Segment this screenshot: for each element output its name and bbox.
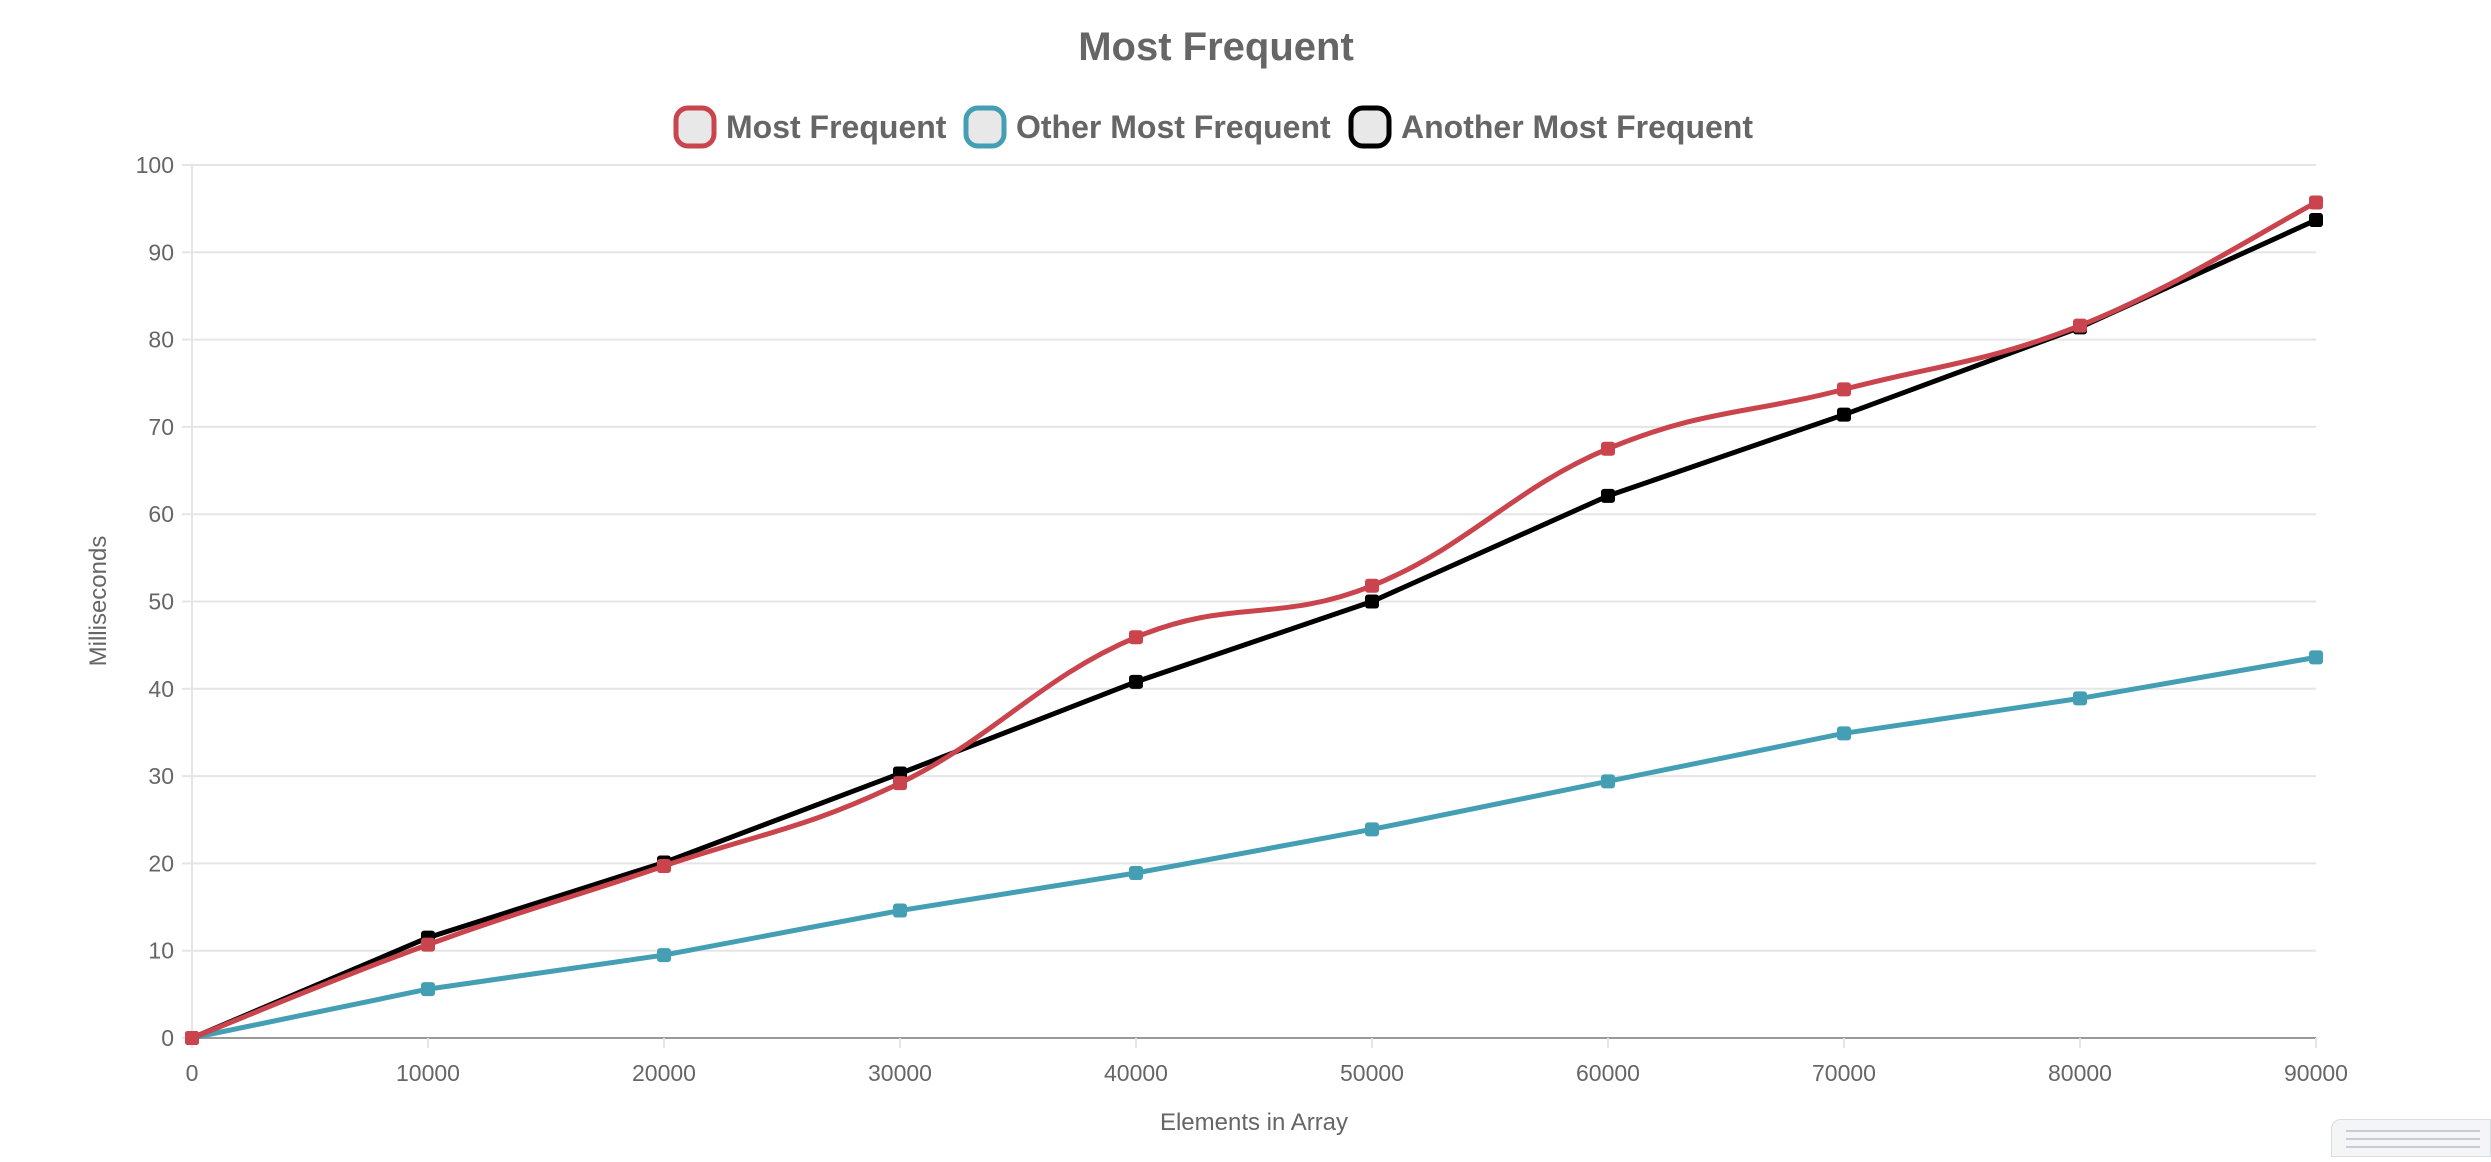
legend-label: Most Frequent (726, 109, 947, 145)
y-tick-label: 90 (148, 239, 174, 265)
data-point[interactable] (1601, 774, 1615, 789)
y-axis-title: Milliseconds (85, 536, 112, 667)
series-0 (185, 195, 2323, 1045)
data-point[interactable] (1837, 726, 1851, 741)
data-point[interactable] (1129, 866, 1143, 881)
data-point[interactable] (2309, 212, 2323, 227)
thumbnail-line (2346, 1130, 2480, 1132)
x-tick-label: 50000 (1340, 1060, 1404, 1086)
thumbnail-line (2346, 1146, 2480, 1148)
data-point[interactable] (1837, 382, 1851, 397)
data-point[interactable] (2073, 691, 2087, 706)
data-point[interactable] (1129, 674, 1143, 689)
y-tick-label: 0 (161, 1025, 174, 1051)
series-line (189, 217, 2319, 1041)
x-tick-label: 10000 (396, 1060, 460, 1086)
chart-legend: Most Frequent Other Most Frequent Another … (673, 105, 1753, 149)
data-point[interactable] (657, 859, 671, 874)
y-tick-label: 20 (148, 850, 174, 876)
chart-series-group (185, 195, 2323, 1045)
data-point[interactable] (893, 903, 907, 918)
legend-label: Another Most Frequent (1401, 109, 1753, 145)
x-tick-label: 60000 (1576, 1060, 1640, 1086)
chart-title: Most Frequent (1078, 25, 1354, 69)
thumbnail-line (2346, 1138, 2480, 1140)
data-point[interactable] (421, 937, 435, 952)
x-tick-label: 70000 (1812, 1060, 1876, 1086)
legend-swatch (1348, 105, 1392, 149)
legend-item[interactable]: Most Frequent (673, 105, 947, 149)
data-point[interactable] (1365, 594, 1379, 609)
thumbnail-preview[interactable] (2331, 1119, 2491, 1157)
data-point[interactable] (657, 948, 671, 963)
series-line (189, 200, 2319, 1041)
data-point[interactable] (1601, 488, 1615, 503)
data-point[interactable] (1837, 407, 1851, 422)
data-point[interactable] (2309, 650, 2323, 665)
legend-item[interactable]: Other Most Frequent (963, 105, 1331, 149)
x-tick-label: 30000 (868, 1060, 932, 1086)
y-tick-label: 70 (148, 414, 174, 440)
legend-item[interactable]: Another Most Frequent (1348, 105, 1753, 149)
y-tick-label: 40 (148, 676, 174, 702)
x-tick-label: 20000 (632, 1060, 696, 1086)
y-tick-label: 80 (148, 327, 174, 353)
x-tick-label: 0 (186, 1060, 199, 1086)
data-point[interactable] (1365, 578, 1379, 593)
data-point[interactable] (1129, 630, 1143, 645)
data-point[interactable] (2309, 195, 2323, 210)
series-line (189, 654, 2319, 1041)
y-tick-label: 30 (148, 763, 174, 789)
chart-gridlines (192, 164, 2316, 1039)
data-point[interactable] (2073, 318, 2087, 333)
data-point[interactable] (1365, 822, 1379, 837)
y-tick-label: 60 (148, 501, 174, 527)
legend-swatch (963, 105, 1007, 149)
x-tick-label: 80000 (2048, 1060, 2112, 1086)
series-1 (185, 650, 2323, 1045)
x-tick-label: 90000 (2284, 1060, 2348, 1086)
legend-label: Other Most Frequent (1016, 109, 1331, 145)
data-point[interactable] (893, 776, 907, 791)
y-tick-label: 100 (136, 152, 174, 178)
data-point[interactable] (421, 982, 435, 997)
x-axis-title: Elements in Array (1160, 1109, 1348, 1136)
data-point[interactable] (185, 1031, 199, 1045)
x-tick-label: 40000 (1104, 1060, 1168, 1086)
legend-swatch (673, 105, 717, 149)
chart-axes: 0 10 20 30 40 50 60 70 80 90 100 0 10000 20000 30000 40… (136, 152, 2348, 1086)
y-tick-label: 50 (148, 589, 174, 615)
data-point[interactable] (1601, 441, 1615, 456)
y-tick-label: 10 (148, 938, 174, 964)
